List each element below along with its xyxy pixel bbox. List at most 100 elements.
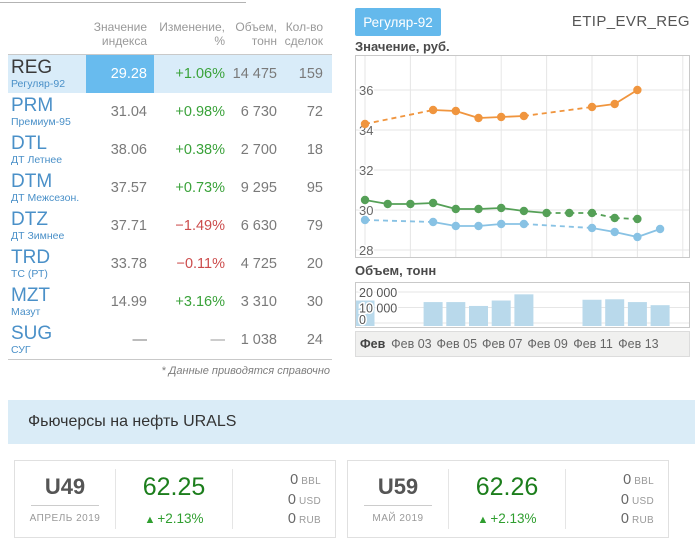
table-row-prm[interactable]: PRM Премиум-95 31.04 +0.98% 6 730 72 [8, 93, 332, 131]
ticker-name: Премиум-95 [11, 116, 71, 128]
contract-month: МАЙ 2019 [372, 513, 424, 524]
ticker-name: СУГ [11, 344, 31, 356]
value-cell: 14.99 [110, 294, 147, 310]
card-divider [115, 469, 116, 529]
volume-cell: 9 295 [240, 180, 277, 196]
contract-column: U59 МАЙ 2019 [348, 461, 448, 537]
ticker-cell: PRM Премиум-95 [8, 96, 86, 128]
value-cell: 29.28 [86, 55, 154, 93]
value-cell: 31.04 [110, 104, 147, 120]
ticker-cell: DTM ДТ Межсезон. [8, 172, 86, 204]
value-cell: 38.06 [110, 142, 147, 158]
value-chart: 28 30 32 34 36 [355, 55, 690, 258]
table-row-dtm[interactable]: DTM ДТ Межсезон. 37.57 +0.73% 9 295 95 [8, 169, 332, 207]
value-cell: 33.78 [110, 256, 147, 272]
x-axis-label: Фев 11 [573, 337, 613, 351]
ticker-symbol: PRM [11, 95, 54, 116]
futures-card-u59: U59 МАЙ 2019 62.26 ▲ +2.13% 0 BBL 0 USD 0 RU… [347, 460, 669, 538]
contract-change: ▲ +2.13% [449, 511, 565, 526]
svg-text:32: 32 [359, 163, 373, 178]
svg-text:10 000: 10 000 [359, 302, 397, 316]
ticker-cell: SUG СУГ [8, 324, 86, 356]
table-header-row: Значение индекса Изменение, % Объем, тон… [8, 0, 332, 55]
instrument-code: ETIP_EVR_REG [571, 13, 690, 30]
ticker-name: Мазут [11, 306, 41, 318]
table-row-reg[interactable]: REG Регуляр-92 29.28 +1.06% 14 475 159 [8, 55, 332, 93]
volume-value: 0 [290, 472, 299, 488]
header-volume: Объем, тонн [235, 20, 277, 48]
x-axis-date-strip: Фев Фев 03 Фев 05 Фев 07 Фев 09 Фев 11 Фев 13 [355, 331, 690, 357]
volume-value: 0 [620, 491, 629, 508]
volume-cell: 4 725 [240, 256, 277, 272]
svg-text:28: 28 [359, 243, 373, 257]
fuel-index-table: Значение индекса Изменение, % Объем, тон… [8, 0, 332, 377]
deals-cell: 72 [306, 104, 323, 120]
deals-cell: 24 [306, 332, 323, 348]
ticker-cell: MZT Мазут [8, 286, 86, 318]
card-divider [448, 469, 449, 529]
volume-unit: RUB [298, 515, 321, 526]
contract-column: U49 АПРЕЛЬ 2019 [15, 461, 115, 537]
tab-regular-92[interactable]: Регуляр-92 [355, 8, 441, 36]
deals-cell: 159 [298, 66, 323, 82]
volume-line: 0 BBL [233, 471, 321, 491]
volume-value: 0 [287, 491, 296, 508]
volume-line: 0 RUB [566, 510, 654, 530]
table-row-sug[interactable]: SUG СУГ — — 1 038 24 [8, 321, 332, 359]
top-divider [0, 2, 246, 3]
x-axis-label: Фев 05 [436, 337, 478, 351]
x-axis-label: Фев [360, 337, 386, 351]
volume-unit: BBL [634, 476, 654, 487]
change-cell: +0.73% [175, 180, 225, 196]
change-percent: +2.13% [490, 511, 537, 526]
change-cell: — [210, 332, 226, 348]
value-chart-title: Значение, руб. [355, 39, 450, 54]
change-cell: −1.49% [175, 218, 225, 234]
volume-line: 0 USD [233, 491, 321, 511]
ticker-name: ТС (РТ) [11, 268, 48, 280]
volumes-column: 0 BBL 0 USD 0 RUB [233, 461, 335, 537]
volume-value: 0 [620, 511, 629, 527]
deals-cell: 18 [306, 142, 323, 158]
volume-value: 0 [287, 511, 296, 527]
volume-unit: BBL [301, 476, 321, 487]
ticker-symbol: DTZ [11, 209, 48, 230]
volume-cell: 14 475 [232, 66, 277, 82]
value-cell: — [132, 332, 148, 348]
volume-chart-title: Объем, тонн [355, 263, 437, 278]
volume-chart-svg: 010 000 20 000 [356, 285, 689, 327]
card-divider [232, 469, 233, 529]
value-cell: 37.71 [110, 218, 147, 234]
ticker-name: ДТ Летнее [11, 154, 63, 166]
volume-chart: 0 10 000 20 000 [355, 282, 690, 328]
reference-footnote: * Данные приводятся справочно [161, 365, 330, 377]
contract-code: U59 [363, 474, 433, 506]
change-percent: +2.13% [157, 511, 204, 526]
up-arrow-icon: ▲ [144, 514, 156, 526]
deals-cell: 20 [306, 256, 323, 272]
volume-line: 0 RUB [233, 510, 321, 530]
table-row-trd[interactable]: TRD ТС (РТ) 33.78 −0.11% 4 725 20 [8, 245, 332, 283]
volume-cell: 2 700 [240, 142, 277, 158]
table-row-dtl[interactable]: DTL ДТ Летнее 38.06 +0.38% 2 700 18 [8, 131, 332, 169]
futures-card-u49: U49 АПРЕЛЬ 2019 62.25 ▲ +2.13% 0 BBL 0 USD … [14, 460, 336, 538]
svg-text:30: 30 [359, 203, 373, 218]
ticker-name: Регуляр-92 [11, 78, 66, 90]
change-cell: +1.06% [175, 66, 225, 82]
svg-text:20 000: 20 000 [359, 286, 397, 300]
x-axis-label: Фев 09 [527, 337, 568, 351]
table-bottom-divider [8, 359, 332, 360]
table-row-dtz[interactable]: DTZ ДТ Зимнее 37.71 −1.49% 6 630 79 [8, 207, 332, 245]
volume-cell: 3 310 [240, 294, 277, 310]
urals-futures-banner: Фьючерсы на нефть URALS [8, 400, 695, 444]
volume-unit: RUB [631, 515, 654, 526]
volume-cell: 6 730 [240, 104, 277, 120]
volume-unit: USD [298, 495, 321, 507]
volume-unit: USD [631, 495, 654, 507]
ticker-symbol: DTM [11, 171, 53, 192]
x-axis-label: Фев 13 [618, 337, 659, 351]
table-row-mzt[interactable]: MZT Мазут 14.99 +3.16% 3 310 30 [8, 283, 332, 321]
change-cell: +0.38% [175, 142, 225, 158]
change-cell: +3.16% [175, 294, 225, 310]
ticker-cell: DTL ДТ Летнее [8, 134, 86, 166]
